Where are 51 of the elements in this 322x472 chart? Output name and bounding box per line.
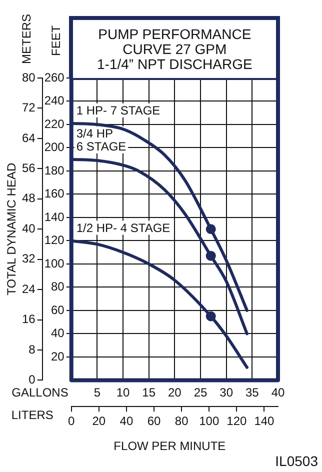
x-tick-label: 15	[142, 386, 156, 400]
x-tick-label: 35	[245, 386, 260, 400]
series-label: 1 HP- 7 STAGE	[76, 104, 160, 118]
y2-tick-label: 64	[22, 130, 36, 145]
x2-tick-label: 20	[92, 414, 106, 428]
y2-tick-label: 8	[28, 342, 36, 356]
x-tick-label: 25	[194, 386, 208, 400]
y-tick-label: 40	[51, 326, 65, 340]
y-tick-label: 180	[44, 163, 65, 178]
x2-tick-label: 60	[147, 414, 162, 428]
y-tick-label: 140	[44, 210, 65, 224]
y-tick-label: 200	[44, 140, 65, 154]
y2-tick-label: 56	[22, 160, 36, 175]
y2-tick-label: 16	[22, 312, 36, 326]
y-tick-label: 240	[44, 94, 65, 108]
series-label: 3/4 HP 6 STAGE	[76, 126, 126, 154]
text: IL0503	[275, 453, 318, 469]
x2-tick-label: 0	[68, 414, 76, 428]
x2-tick-label: 80	[174, 414, 189, 428]
x2-tick-label: 120	[226, 414, 248, 428]
y-tick-label: 80	[51, 280, 65, 294]
y2-tick-label: 48	[22, 191, 36, 206]
y2-tick-label: 80	[22, 70, 36, 84]
y2-axis-title: METERS	[19, 14, 34, 64]
x-tick-label: 30	[220, 386, 234, 400]
y2-tick-label: 0	[28, 372, 36, 387]
y-tick-label: 260	[44, 70, 65, 84]
x2-axis-title: LITERS	[11, 408, 54, 422]
y-tick-label: 60	[51, 302, 65, 317]
x2-tick-label: 40	[120, 414, 134, 428]
x2-tick-label: 140	[254, 414, 275, 428]
chart-title: PUMP PERFORMANCE CURVE 27 GPM 1-1/4” NPT DISCHARGE	[69, 16, 280, 78]
y2-tick-label: 72	[22, 100, 36, 115]
y-tick-label: 100	[44, 256, 65, 270]
text: TOTAL DYNAMIC HEAD	[4, 162, 18, 296]
y-axis-title: FEET	[49, 24, 64, 56]
y-tick-label: 160	[44, 186, 65, 201]
x-tick-label: 20	[168, 386, 182, 400]
y2-tick-label: 40	[22, 221, 36, 236]
x-axis-title: GALLONS	[12, 386, 68, 400]
y-tick-label: 20	[51, 349, 65, 364]
y2-tick-label: 24	[22, 282, 36, 296]
x-tick-label: 10	[116, 386, 130, 400]
x-tick-label: 40	[271, 386, 285, 400]
y-tick-label: 120	[44, 233, 65, 248]
series-label: 1/2 HP- 4 STAGE	[76, 221, 170, 236]
text: FLOW PER MINUTE	[114, 439, 226, 453]
y-tick-label: 220	[44, 116, 65, 131]
y2-tick-label: 32	[22, 252, 36, 266]
x2-tick-label: 100	[199, 414, 220, 428]
x-tick-label: 5	[94, 386, 101, 400]
